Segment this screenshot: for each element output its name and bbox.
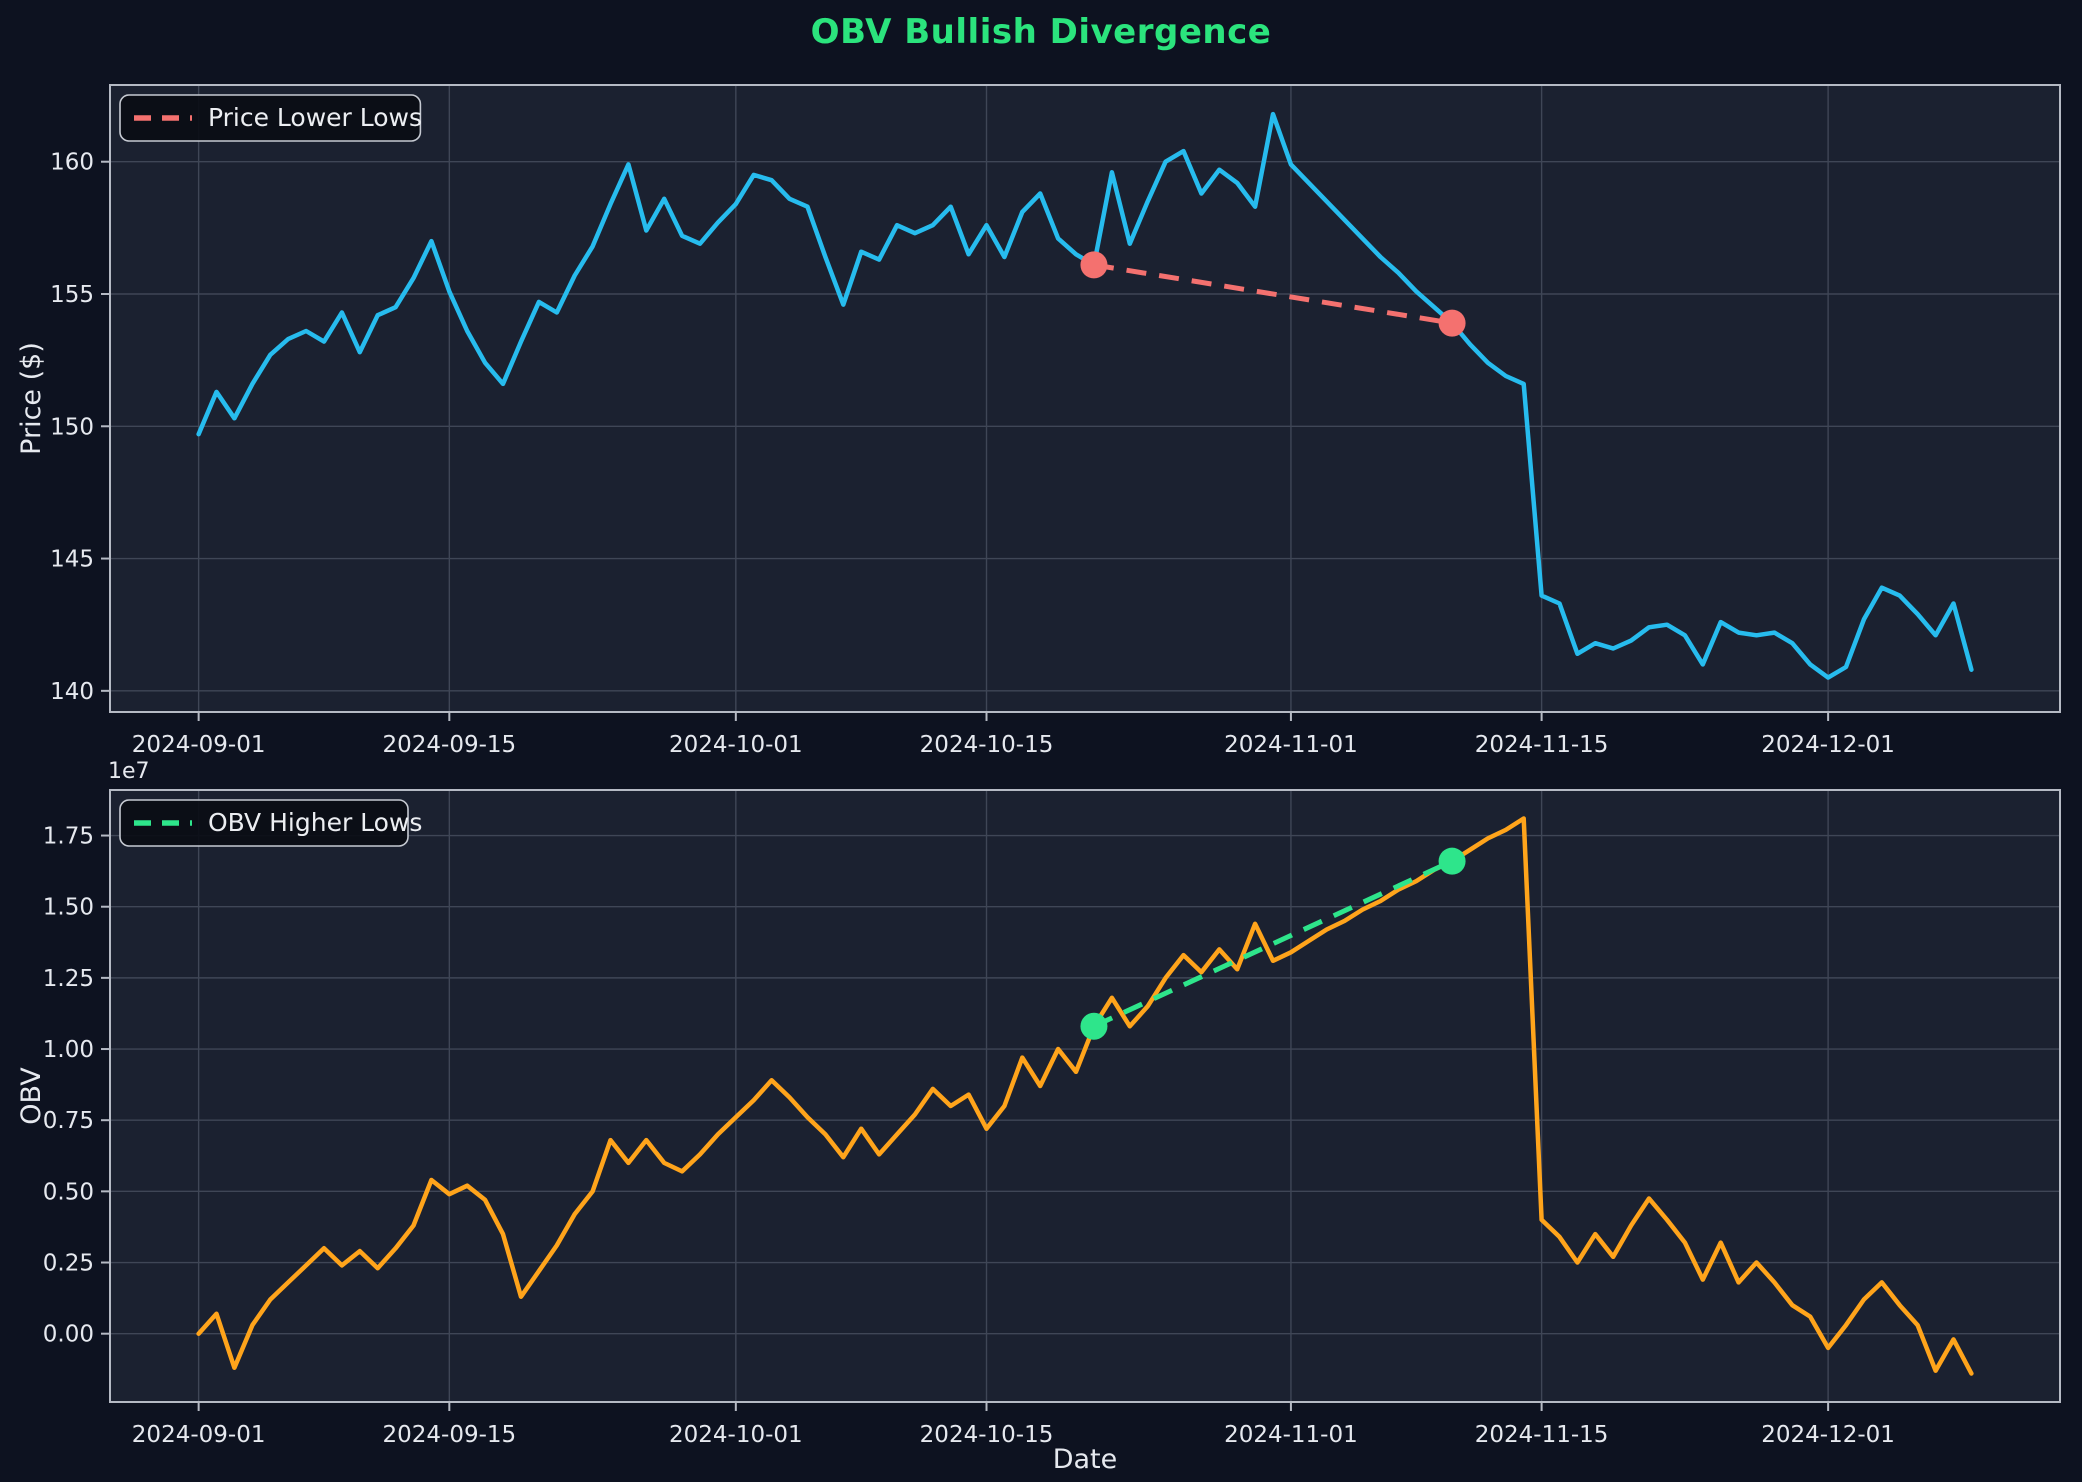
y-tick-label: 0.75 [43,1108,94,1134]
price-lower-lows-line [1093,262,1453,326]
y-tick-label: 0.50 [43,1179,94,1205]
x-axis-label: Date [1052,1444,1118,1475]
price-legend: Price Lower Lows [119,94,422,142]
price-legend-label: Price Lower Lows [208,103,422,132]
x-tick-label: 2024-10-15 [920,732,1054,758]
obv-series-line [196,816,1974,1376]
x-tick-label: 2024-10-01 [669,1422,803,1448]
y-tick-label: 160 [50,150,94,176]
obv-axis-offset-label: 1e7 [108,759,150,784]
price-spines [109,84,2061,713]
x-tick-label: 2024-10-01 [669,732,803,758]
price-y-axis-label: Price ($) [16,342,47,455]
y-tick-label: 0.00 [43,1322,94,1348]
x-tick-label: 2024-09-01 [132,1422,266,1448]
obv-legend: OBV Higher Lows [119,799,422,847]
y-tick-label: 1.00 [43,1037,94,1063]
obv-plot-area [110,790,2060,1402]
chart-title: OBV Bullish Divergence [810,12,1272,52]
y-tick-label: 145 [50,547,94,573]
price-plot-area [110,85,2060,712]
y-tick-label: 1.75 [43,824,94,850]
obv-higher-lows-point [1438,847,1466,875]
y-tick-label: 155 [50,282,94,308]
obv-y-axis-label: OBV [16,1067,47,1125]
x-tick-label: 2024-11-15 [1475,1422,1609,1448]
x-tick-label: 2024-12-01 [1761,732,1895,758]
price-lower-lows-point [1080,251,1108,279]
x-tick-label: 2024-09-01 [132,732,266,758]
x-tick-label: 2024-09-15 [382,1422,516,1448]
y-tick-label: 1.50 [43,895,94,921]
x-tick-label: 2024-11-15 [1475,732,1609,758]
y-tick-label: 0.25 [43,1251,94,1277]
x-tick-label: 2024-09-15 [382,732,516,758]
x-tick-label: 2024-11-01 [1224,732,1358,758]
price-lower-lows-point [1438,309,1466,337]
y-tick-label: 1.25 [43,966,94,992]
price-tick-labels: 140 145 150 155 160 2024-09-01 2024-09-15 2024-… [50,150,1895,758]
x-tick-label: 2024-12-01 [1761,1422,1895,1448]
price-gridlines [110,85,2060,712]
x-tick-label: 2024-10-15 [920,1422,1054,1448]
obv-spines [109,789,2061,1403]
obv-tick-labels: 0.00 0.25 0.50 0.75 1.00 1.25 1.50 1.75 2024-09-… [43,824,1895,1448]
x-tick-label: 2024-11-01 [1224,1422,1358,1448]
obv-higher-lows-point [1080,1012,1108,1040]
y-tick-label: 150 [50,414,94,440]
y-tick-label: 140 [50,679,94,705]
obv-legend-label: OBV Higher Lows [208,808,422,837]
